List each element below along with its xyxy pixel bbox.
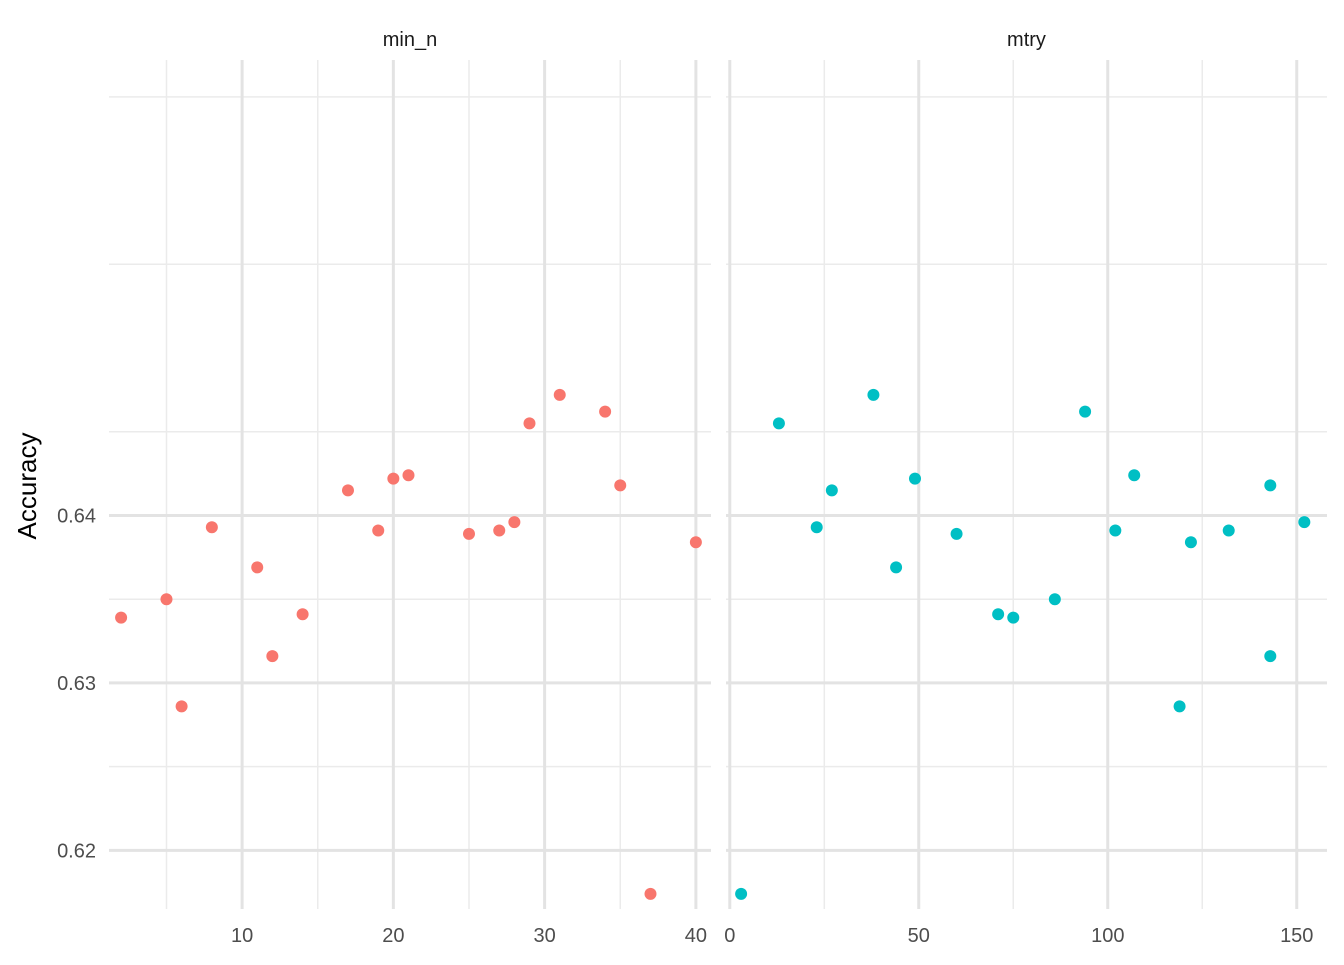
data-point	[1264, 479, 1277, 492]
data-point	[402, 469, 415, 482]
data-point	[1298, 516, 1311, 529]
data-point	[1184, 536, 1197, 549]
y-tick-label: 0.63	[57, 673, 96, 695]
data-point	[867, 388, 880, 401]
data-point	[950, 527, 963, 540]
data-point	[372, 524, 385, 537]
facet-label-min-n: min_n	[383, 29, 437, 51]
x-tick-label: 0	[724, 925, 735, 947]
data-point	[553, 388, 566, 401]
data-point	[689, 536, 702, 549]
data-point	[599, 405, 612, 418]
x-tick-label: 20	[382, 925, 404, 947]
data-point	[1173, 700, 1186, 713]
data-point	[160, 593, 173, 606]
data-point	[251, 561, 264, 574]
points-layer	[115, 388, 1311, 900]
data-point	[1264, 650, 1277, 663]
data-point	[992, 608, 1005, 621]
data-point	[523, 417, 536, 430]
data-point	[772, 417, 785, 430]
x-tick-label: 10	[231, 925, 253, 947]
data-point	[908, 472, 921, 485]
data-point	[614, 479, 627, 492]
data-point	[1222, 524, 1235, 537]
x-tick-label: 150	[1280, 925, 1313, 947]
data-point	[735, 887, 748, 900]
data-point	[175, 700, 188, 713]
data-point	[1128, 469, 1141, 482]
axis-tick-labels: 10 20 30 40 0 50 100 150 0.62 0.63 0.64	[57, 505, 1313, 947]
data-point	[115, 611, 128, 624]
x-tick-label: 50	[908, 925, 930, 947]
data-point	[1048, 593, 1061, 606]
data-point	[296, 608, 309, 621]
data-point	[644, 887, 657, 900]
data-point	[266, 650, 279, 663]
data-point	[508, 516, 521, 529]
x-tick-label: 100	[1091, 925, 1124, 947]
data-point	[1007, 611, 1020, 624]
data-point	[1079, 405, 1092, 418]
grid-layer	[109, 60, 1327, 909]
y-axis-label: Accuracy	[12, 433, 42, 540]
data-point	[493, 524, 506, 537]
facet-strip-labels: min_n mtry	[383, 29, 1046, 51]
facet-label-mtry: mtry	[1007, 29, 1046, 51]
x-tick-label: 30	[533, 925, 555, 947]
y-tick-label: 0.64	[57, 505, 96, 527]
data-point	[387, 472, 400, 485]
data-point	[825, 484, 838, 497]
y-tick-label: 0.62	[57, 840, 96, 862]
data-point	[810, 521, 823, 534]
data-point	[205, 521, 218, 534]
data-point	[341, 484, 354, 497]
data-point	[462, 527, 475, 540]
data-point	[1109, 524, 1122, 537]
data-point	[890, 561, 903, 574]
x-tick-label: 40	[685, 925, 707, 947]
